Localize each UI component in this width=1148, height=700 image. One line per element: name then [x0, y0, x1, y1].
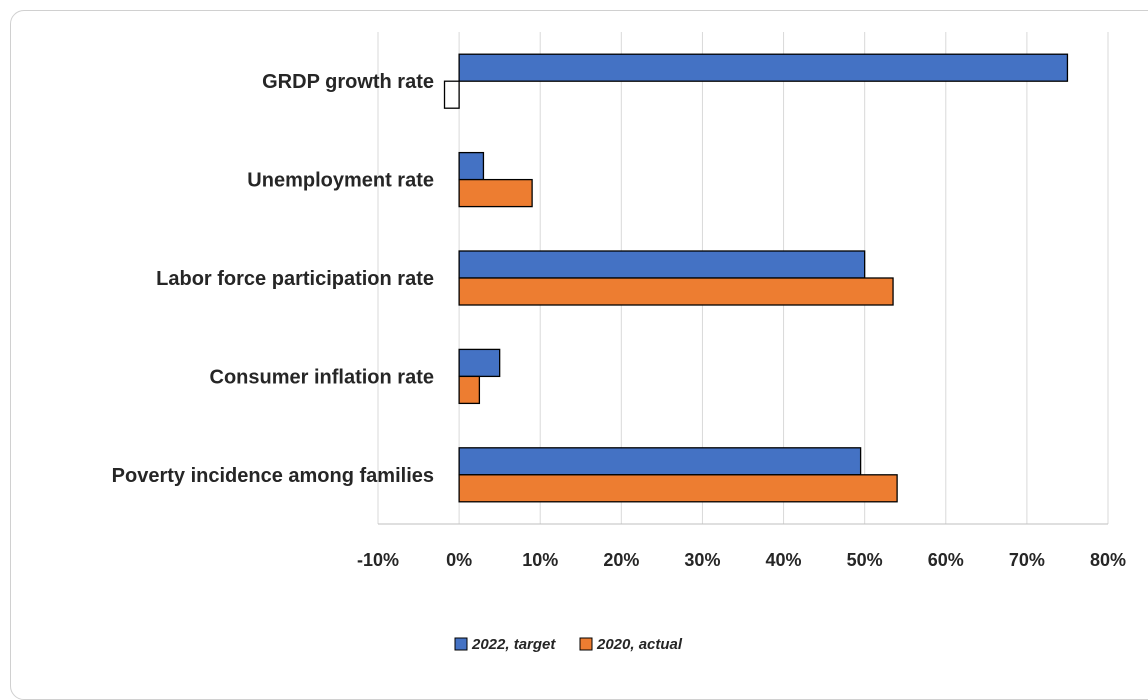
- x-tick-label: 30%: [684, 550, 720, 570]
- legend-label-2022-target: 2022, target: [471, 636, 556, 653]
- x-tick-label: 10%: [522, 550, 558, 570]
- x-tick-label: 80%: [1090, 550, 1126, 570]
- bar-unemployment-rate-2022-target: [458, 151, 485, 181]
- bar-poverty-incidence-among-families-2020-actual: [458, 474, 898, 503]
- legend-swatch-2020-actual: [579, 637, 593, 651]
- x-tick-label: 50%: [847, 550, 883, 570]
- category-label-labor-force-participation-rate: Labor force participation rate: [156, 268, 434, 290]
- legend-swatch-2022-target: [454, 637, 468, 651]
- x-tick-label: 40%: [766, 550, 802, 570]
- bar-grdp-growth-rate-2022-target: [458, 53, 1069, 82]
- x-axis-ticks: -10% 0% 10% 20% 30% 40% 50% 60% 70% 80%: [357, 550, 1126, 570]
- category-label-unemployment-rate: Unemployment rate: [247, 170, 434, 192]
- bar-labor-force-participation-rate-2022-target: [458, 250, 866, 279]
- category-label-poverty-incidence-among-families: Poverty incidence among families: [112, 465, 434, 487]
- x-tick-label: 70%: [1009, 550, 1045, 570]
- bar-consumer-inflation-rate-2022-target: [458, 348, 501, 378]
- x-tick-label: 0%: [446, 550, 472, 570]
- x-tick-label: 20%: [603, 550, 639, 570]
- bar-grdp-growth-rate-2020-actual: [443, 80, 460, 109]
- legend-label-2020-actual: 2020, actual: [596, 636, 683, 653]
- legend: 2022, target 2020, actual: [454, 636, 683, 653]
- category-label-grdp-growth-rate: GRDP growth rate: [262, 71, 434, 93]
- bar-poverty-incidence-among-families-2022-target: [458, 447, 862, 476]
- bar-chart: GRDP growth rate Unemployment rate Labor f…: [112, 32, 1126, 653]
- category-labels: GRDP growth rate Unemployment rate Labor f…: [112, 71, 434, 487]
- category-label-consumer-inflation-rate: Consumer inflation rate: [210, 366, 434, 388]
- bars: [443, 53, 1069, 503]
- chart-frame: [10, 10, 1148, 700]
- bar-labor-force-participation-rate-2020-actual: [458, 277, 894, 306]
- bar-unemployment-rate-2020-actual: [458, 178, 533, 208]
- bar-consumer-inflation-rate-2020-actual: [458, 375, 481, 405]
- x-tick-label: 60%: [928, 550, 964, 570]
- x-tick-label: -10%: [357, 550, 399, 570]
